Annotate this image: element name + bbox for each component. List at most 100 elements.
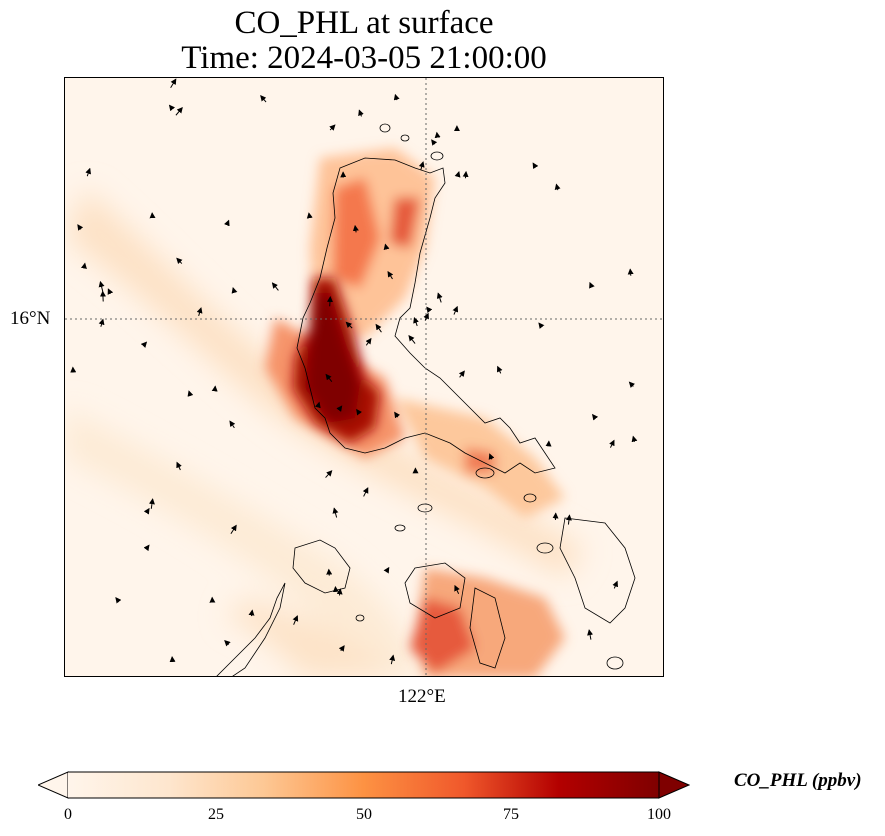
wind-vector-arrow <box>187 390 194 397</box>
wind-vector-arrow <box>454 171 461 178</box>
island <box>475 467 495 479</box>
wind-vector-arrow <box>81 262 87 270</box>
island <box>417 503 433 513</box>
wind-vector-arrow <box>497 365 503 374</box>
wind-vector-arrow <box>176 461 182 471</box>
panay-coastline <box>404 562 466 619</box>
wind-vector-arrow <box>592 413 599 421</box>
wind-vector-arrow <box>148 498 155 509</box>
wind-vector-arrow <box>394 411 401 419</box>
wind-vector-arrow <box>176 257 183 264</box>
wind-vector-arrow <box>325 470 333 478</box>
wind-vector-arrow <box>532 162 539 170</box>
colorbar-tick-50: 50 <box>356 806 372 823</box>
title-line-2: Time: 2024-03-05 21:00:00 <box>181 40 547 76</box>
plume-ilocos <box>333 178 380 288</box>
map-svg <box>65 78 663 676</box>
wind-vector-arrow <box>362 487 369 497</box>
wind-vector-arrow <box>170 78 177 88</box>
wind-vector-arrow <box>458 370 465 378</box>
wind-vector-arrow <box>231 287 238 294</box>
wind-vector-arrow <box>462 170 469 179</box>
island <box>430 151 444 161</box>
negros-coastline <box>469 587 506 669</box>
wind-vector-arrow <box>627 268 634 276</box>
wind-vector-arrow <box>229 420 236 429</box>
wind-vector-arrow <box>352 224 359 233</box>
plume-band-north <box>65 188 585 578</box>
luzon-coastline <box>296 157 556 474</box>
plume-band-southwest <box>225 598 394 676</box>
colorbar-tick-100: 100 <box>647 806 671 823</box>
colorbar-tick-25: 25 <box>208 806 224 823</box>
wind-vector-arrow <box>631 435 638 443</box>
palawan-coastline <box>216 582 286 676</box>
colorbar-tick-0: 0 <box>64 806 72 823</box>
mindoro-coastline <box>292 539 351 594</box>
map-panel <box>64 77 664 677</box>
wind-vector-arrow <box>175 107 183 116</box>
plume-manila-core <box>305 293 360 423</box>
wind-vector-arrow <box>336 588 343 596</box>
colorbar-gradient <box>68 772 659 798</box>
wind-vector-arrow <box>140 341 148 348</box>
wind-vectors <box>70 78 638 665</box>
wind-vector-arrow <box>383 566 390 574</box>
wind-vector-arrow <box>426 306 433 314</box>
wind-vector-arrow <box>565 514 572 525</box>
island <box>400 134 410 142</box>
wind-vector-arrow <box>389 654 396 665</box>
wind-vector-arrow <box>271 282 279 291</box>
latitude-label: 16°N <box>10 308 51 329</box>
colorbar-tick-75: 75 <box>503 806 519 823</box>
wind-vector-arrow <box>85 167 92 177</box>
island <box>523 493 537 503</box>
colorbar-extend-min <box>38 771 69 799</box>
wind-vector-arrow <box>365 337 372 346</box>
colorbar-label: CO_PHL (ppbv) <box>734 770 862 791</box>
samar-coastline <box>559 517 636 624</box>
wind-vector-arrow <box>325 373 333 383</box>
wind-vector-arrow <box>488 453 495 460</box>
wind-vector-arrow <box>260 95 267 103</box>
wind-vector-arrow <box>98 318 105 327</box>
wind-vector-arrow <box>143 544 150 552</box>
wind-vector-arrow <box>306 212 313 219</box>
wind-vector-arrow <box>418 161 425 170</box>
wind-vector-arrow <box>413 317 419 327</box>
wind-vector-arrow <box>77 224 84 231</box>
colorbar-outline <box>68 771 659 799</box>
wind-vector-arrow <box>612 580 619 589</box>
wind-vector-arrow <box>454 584 460 595</box>
wind-vector-arrow <box>408 334 416 344</box>
wind-vector-arrow <box>314 401 321 409</box>
plume-cagayan <box>390 198 420 248</box>
wind-vector-arrow <box>107 288 114 295</box>
island <box>536 542 554 554</box>
wind-vector-arrow <box>375 323 382 333</box>
wind-vector-arrow <box>538 322 545 329</box>
wind-vector-arrow <box>431 139 438 146</box>
wind-vector-arrow <box>326 295 333 307</box>
wind-vector-arrow <box>345 321 353 329</box>
wind-vector-arrow <box>356 408 363 416</box>
wind-vector-arrow <box>387 270 394 280</box>
wind-vector-arrow <box>423 312 429 321</box>
wind-vector-arrow <box>393 93 400 101</box>
wind-vector-arrow <box>143 507 150 515</box>
wind-vector-arrow <box>248 609 255 617</box>
title-line-1: CO_PHL at surface <box>234 5 494 41</box>
wind-vector-arrow <box>115 597 122 604</box>
wind-vector-arrow <box>434 131 441 139</box>
wind-vector-arrow <box>292 615 299 625</box>
wind-vector-arrow <box>609 439 615 448</box>
colorbar <box>38 771 690 799</box>
wind-vector-arrow <box>336 405 343 412</box>
wind-vector-arrow <box>452 305 459 315</box>
wind-vector-arrow <box>383 243 390 251</box>
colorbar-extend-max <box>658 771 690 799</box>
wind-vector-arrow <box>98 280 105 292</box>
wind-vector-arrow <box>329 124 336 131</box>
island <box>379 123 391 133</box>
gridlines <box>65 78 663 676</box>
